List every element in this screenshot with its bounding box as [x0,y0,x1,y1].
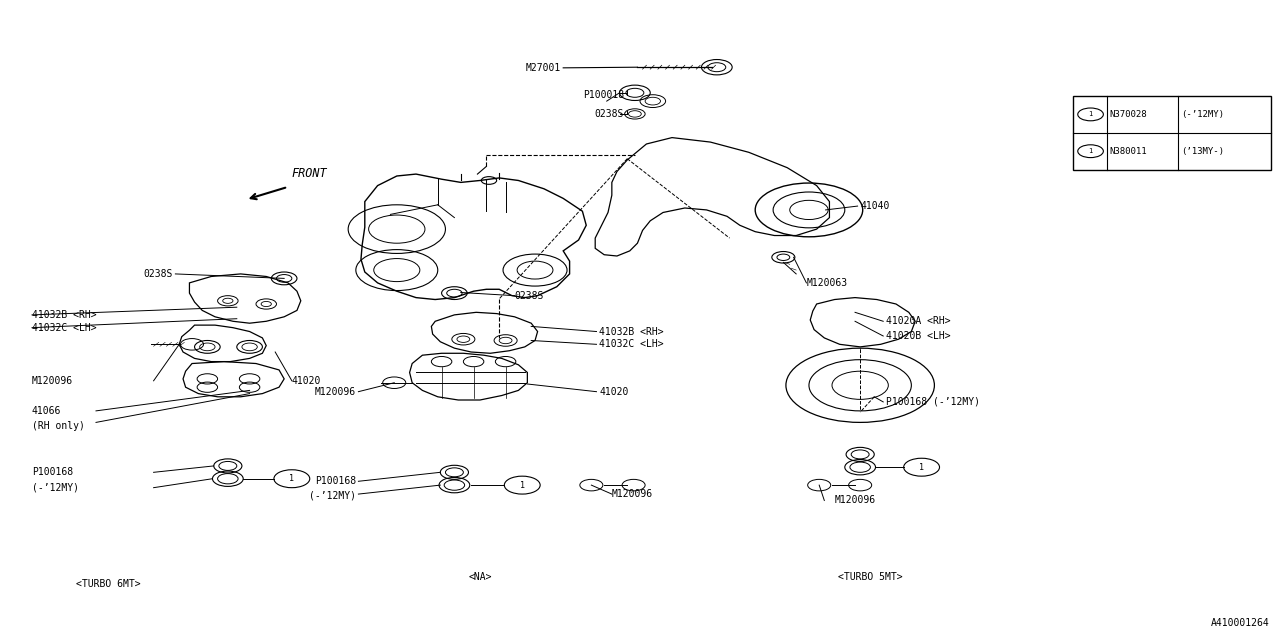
Text: N380011: N380011 [1110,147,1147,156]
Text: 0238S: 0238S [594,109,623,119]
Text: 41032B <RH>: 41032B <RH> [599,326,663,337]
Text: 1: 1 [289,474,294,483]
Text: P100168: P100168 [32,467,73,477]
Text: P100168: P100168 [315,476,356,486]
Text: (’13MY-): (’13MY-) [1181,147,1225,156]
Text: M120096: M120096 [315,387,356,397]
Text: 41020A <RH>: 41020A <RH> [886,316,950,326]
Text: 41020B <LH>: 41020B <LH> [886,331,950,341]
Text: (RH only): (RH only) [32,420,84,431]
Text: M27001: M27001 [525,63,561,73]
Text: M120096: M120096 [612,489,653,499]
Text: 41066: 41066 [32,406,61,416]
Text: 0238S: 0238S [143,269,173,279]
Text: 41032C <LH>: 41032C <LH> [32,323,96,333]
Text: 41032C <LH>: 41032C <LH> [599,339,663,349]
Text: 0238S: 0238S [515,291,544,301]
Text: (-’12MY): (-’12MY) [32,483,79,493]
Text: 1: 1 [1088,148,1093,154]
Text: P100168 (-’12MY): P100168 (-’12MY) [886,397,979,407]
Text: P100018: P100018 [584,90,625,100]
Bar [1073,96,1271,170]
Text: N370028: N370028 [1110,110,1147,119]
Text: <NA>: <NA> [468,572,492,582]
Text: FRONT: FRONT [292,168,328,180]
Text: 1: 1 [1088,111,1093,117]
Text: <TURBO 6MT>: <TURBO 6MT> [77,579,141,589]
Text: M120096: M120096 [835,495,876,506]
Text: 41032B <RH>: 41032B <RH> [32,310,96,320]
Text: 1: 1 [919,463,924,472]
Text: (-’12MY): (-’12MY) [308,491,356,501]
Text: <TURBO 5MT>: <TURBO 5MT> [838,572,902,582]
Text: M120096: M120096 [32,376,73,386]
Text: 41040: 41040 [860,201,890,211]
Text: (-’12MY): (-’12MY) [1181,110,1225,119]
Text: A410001264: A410001264 [1211,618,1270,628]
Text: 41020: 41020 [599,387,628,397]
Text: 1: 1 [520,481,525,490]
Text: M120063: M120063 [806,278,847,288]
Text: 41020: 41020 [292,376,321,386]
